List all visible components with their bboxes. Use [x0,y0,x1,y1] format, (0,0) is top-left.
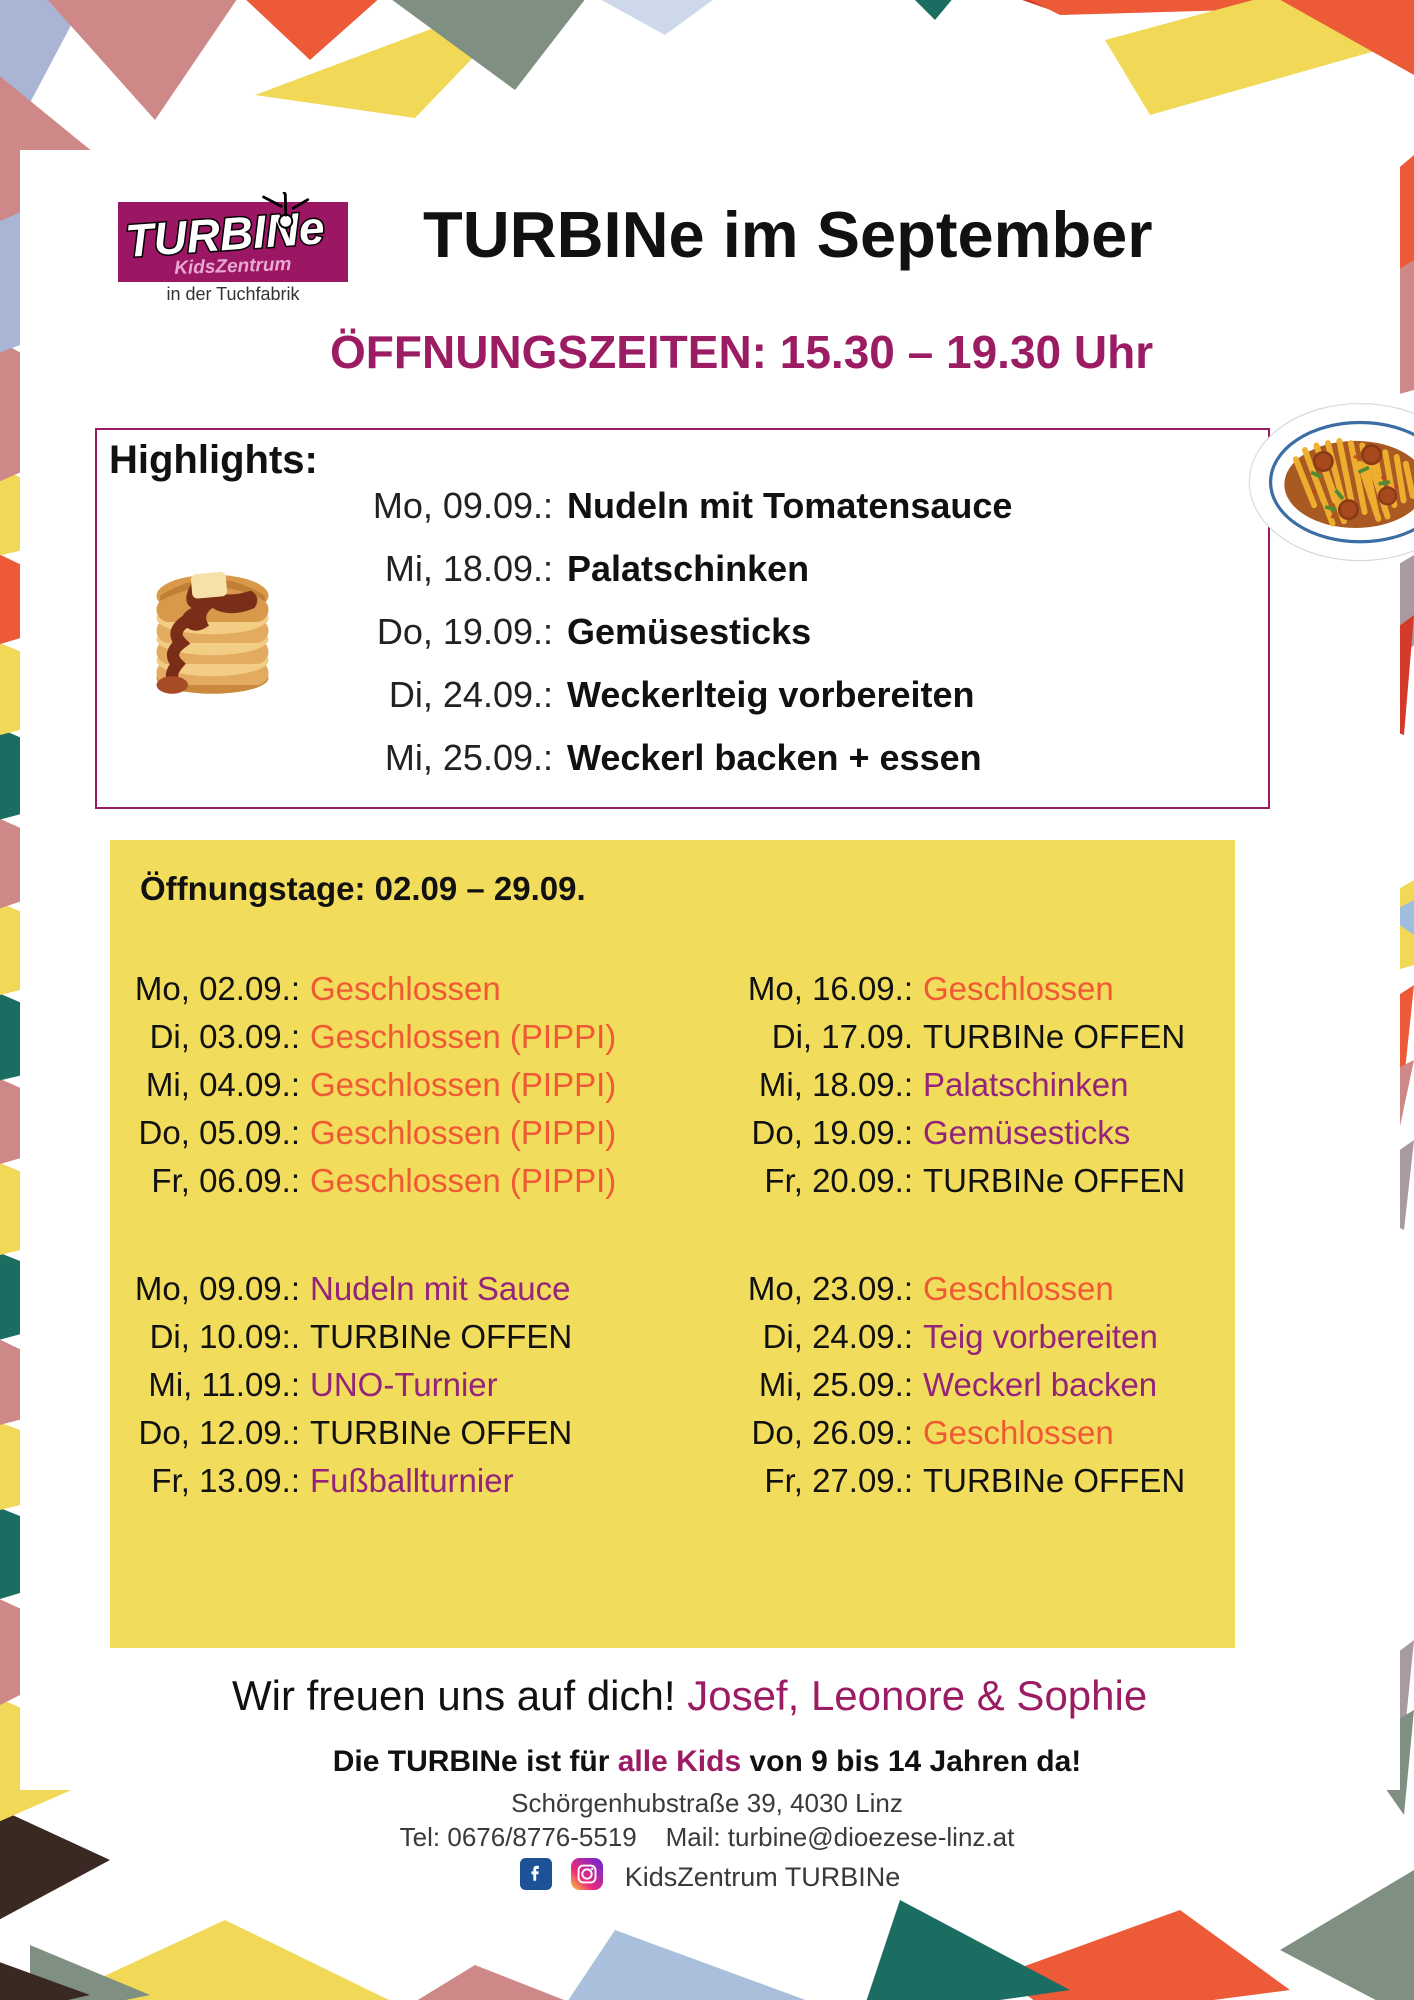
svg-text:KidsZentrum: KidsZentrum [174,254,292,279]
svg-text:in der Tuchfabrik: in der Tuchfabrik [166,284,300,304]
